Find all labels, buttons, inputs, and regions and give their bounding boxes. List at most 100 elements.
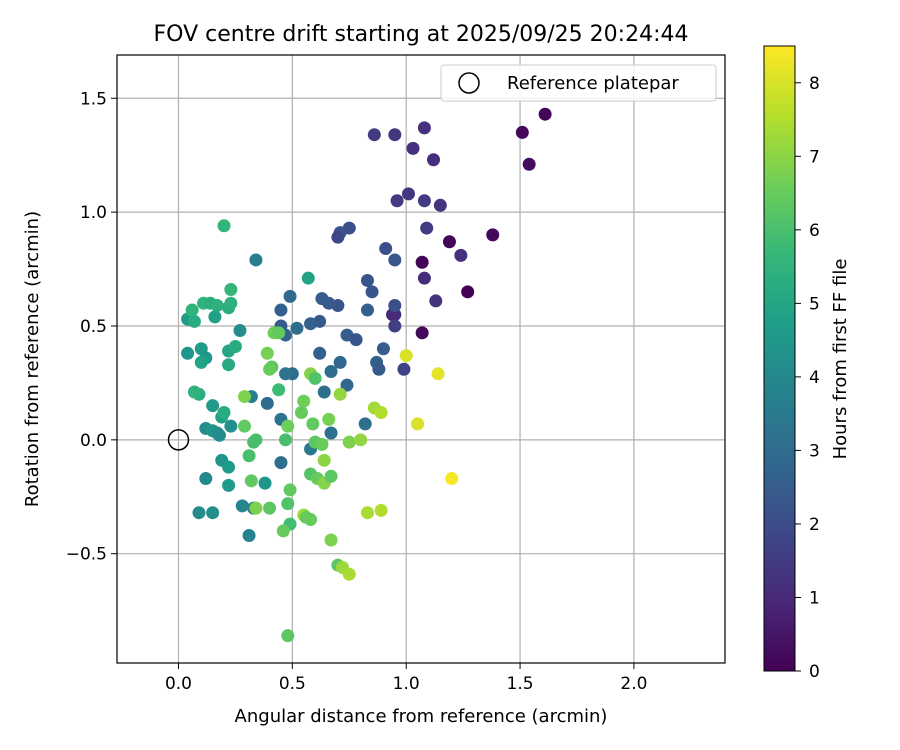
data-point (260, 396, 274, 410)
data-point (297, 394, 311, 408)
y-tick-label: 1.5 (80, 89, 107, 109)
data-point (212, 428, 226, 442)
scatter-points (181, 107, 552, 643)
data-point (283, 289, 297, 303)
x-axis-ticks: 0.0 0.5 1.0 1.5 2.0 (165, 663, 647, 694)
y-tick-label: 0.0 (80, 431, 107, 451)
data-point (349, 333, 363, 347)
data-point (401, 187, 415, 201)
data-point (486, 228, 500, 242)
data-point (222, 460, 236, 474)
data-point (274, 303, 288, 317)
data-point (224, 419, 238, 433)
data-point (360, 506, 374, 520)
data-point (415, 255, 429, 269)
data-point (217, 219, 231, 233)
plot-frame (116, 54, 726, 664)
data-point (263, 362, 277, 376)
data-point (461, 285, 475, 299)
data-point (222, 358, 236, 372)
data-point (417, 121, 431, 135)
data-point (313, 346, 327, 360)
data-point (242, 449, 256, 463)
data-point (417, 194, 431, 208)
data-point (433, 198, 447, 212)
data-point (431, 367, 445, 381)
data-point (210, 298, 224, 312)
data-point (187, 314, 201, 328)
legend-box (440, 64, 717, 102)
data-point (374, 503, 388, 517)
data-point (181, 346, 195, 360)
data-point (331, 298, 345, 312)
data-point (388, 298, 402, 312)
colorbar-tick-label: 8 (809, 74, 820, 94)
data-point (454, 248, 468, 262)
data-point (187, 385, 201, 399)
data-point (224, 296, 238, 310)
data-point (374, 406, 388, 420)
data-point (235, 499, 249, 513)
data-point (406, 141, 420, 155)
data-point (324, 426, 338, 440)
x-tick-label: 0.0 (165, 674, 192, 694)
data-point (199, 472, 213, 486)
data-point (415, 326, 429, 340)
colorbar-tick-label: 5 (809, 294, 820, 314)
data-point (315, 437, 329, 451)
data-point (522, 157, 536, 171)
data-point (515, 125, 529, 139)
colorbar-label: Hours from first FF file (830, 259, 851, 460)
data-point (242, 528, 256, 542)
data-point (301, 271, 315, 285)
data-point (283, 483, 297, 497)
data-point (324, 533, 338, 547)
data-point (358, 417, 372, 431)
x-tick-label: 1.5 (507, 674, 534, 694)
colorbar-tick-label: 6 (809, 221, 820, 241)
x-tick-label: 0.5 (279, 674, 306, 694)
colorbar-ticks: 0 1 2 3 4 5 6 7 8 (795, 74, 820, 682)
data-point (372, 362, 386, 376)
data-point (192, 506, 206, 520)
data-point (342, 435, 356, 449)
data-point (367, 128, 381, 142)
data-point (249, 253, 263, 267)
data-point (388, 253, 402, 267)
data-point (233, 324, 247, 338)
data-point (194, 355, 208, 369)
legend-entry-label: Reference platepar (507, 73, 679, 94)
data-point (224, 283, 238, 297)
colorbar-tick-label: 3 (809, 441, 820, 461)
data-point (281, 419, 295, 433)
data-point (276, 524, 290, 538)
data-point (417, 271, 431, 285)
colorbar (763, 45, 796, 672)
data-point (331, 230, 345, 244)
data-point (281, 629, 295, 643)
data-point (333, 387, 347, 401)
data-point (313, 314, 327, 328)
data-point (333, 355, 347, 369)
data-point (299, 510, 313, 524)
data-point (317, 453, 331, 467)
data-point (411, 417, 425, 431)
data-point (390, 194, 404, 208)
data-point (206, 506, 220, 520)
data-point (217, 406, 231, 420)
colorbar-tick-label: 1 (809, 588, 820, 608)
data-point (249, 501, 263, 515)
y-axis-ticks: −0.5 0.0 0.5 1.0 1.5 (66, 89, 117, 565)
data-point (206, 399, 220, 413)
data-point (244, 474, 258, 488)
data-point (442, 235, 456, 249)
x-axis-label: Angular distance from reference (arcmin) (235, 706, 608, 727)
data-point (420, 221, 434, 235)
data-point (342, 567, 356, 581)
data-point (360, 303, 374, 317)
data-point (365, 285, 379, 299)
x-tick-label: 1.0 (393, 674, 420, 694)
data-point (322, 412, 336, 426)
data-point (429, 294, 443, 308)
